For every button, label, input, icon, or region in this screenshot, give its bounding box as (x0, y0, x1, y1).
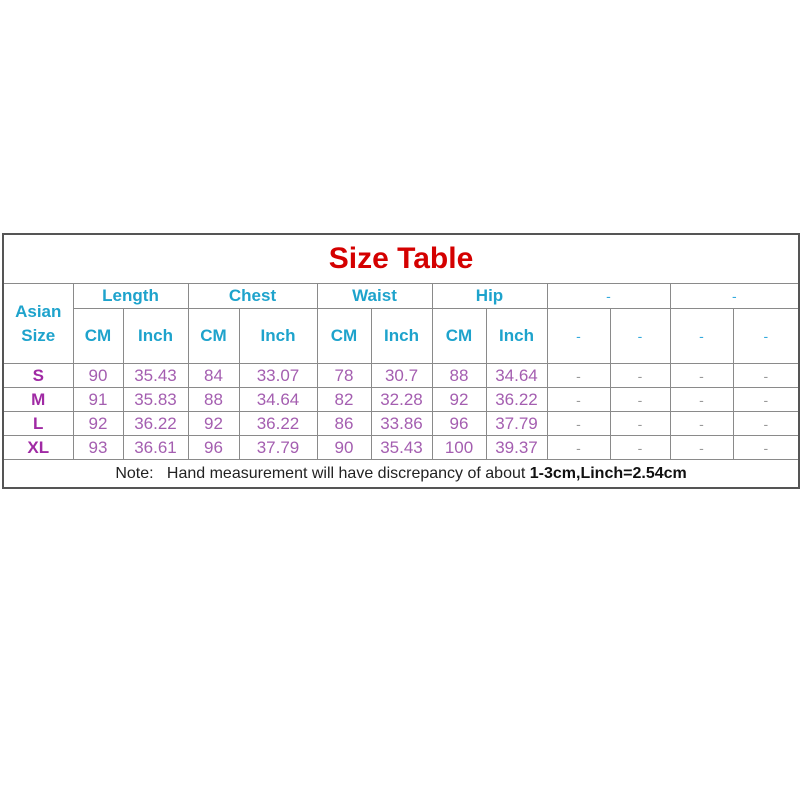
table-cell: 86 (316, 411, 372, 436)
table-row: M 91 35.83 88 34.64 82 32.28 92 36.22- - - - (2, 387, 800, 412)
subheader: - (546, 308, 611, 364)
table-cell: 92 (431, 387, 487, 412)
table-cell: - (609, 435, 671, 460)
table-cell: 36.22 (485, 387, 548, 412)
table-cell: 37.79 (485, 411, 548, 436)
subheader: CM (187, 308, 240, 364)
subheader: Inch (238, 308, 318, 364)
subheader: Inch (485, 308, 548, 364)
table-cell: 90 (72, 363, 124, 388)
size-label: L (2, 411, 74, 436)
subheader: CM (431, 308, 487, 364)
subheader: Inch (122, 308, 189, 364)
group-header: Length (72, 283, 189, 309)
group-header: Chest (187, 283, 318, 309)
table-cell: - (732, 435, 800, 460)
group-header: - (669, 283, 800, 309)
table-cell: 90 (316, 435, 372, 460)
table-cell: 35.43 (370, 435, 433, 460)
subheader: - (732, 308, 800, 364)
table-cell: 93 (72, 435, 124, 460)
table-cell: - (546, 435, 611, 460)
subheader: Inch (370, 308, 433, 364)
table-cell: - (609, 387, 671, 412)
table-cell: 37.79 (238, 435, 318, 460)
table-cell: 33.07 (238, 363, 318, 388)
subheader: - (609, 308, 671, 364)
table-cell: - (609, 363, 671, 388)
subheader: CM (72, 308, 124, 364)
subheader: CM (316, 308, 372, 364)
size-label: M (2, 387, 74, 412)
table-cell: - (669, 435, 734, 460)
table-row: XL 93 36.61 96 37.79 90 35.43 100 39.37- - - - (2, 435, 800, 460)
table-cell: - (546, 411, 611, 436)
table-cell: 32.28 (370, 387, 433, 412)
table-cell: 92 (187, 411, 240, 436)
table-cell: - (546, 387, 611, 412)
table-cell: 36.22 (238, 411, 318, 436)
size-table: Size Table Asian Size Length Chest Waist … (2, 233, 800, 489)
size-label: S (2, 363, 74, 388)
table-cell: 34.64 (238, 387, 318, 412)
table-cell: 36.22 (122, 411, 189, 436)
table-cell: - (732, 411, 800, 436)
asian-size-header: Asian Size (2, 283, 74, 364)
table-row: S 90 35.43 84 33.07 78 30.7 88 34.64- - - - (2, 363, 800, 388)
table-cell: 96 (187, 435, 240, 460)
table-title: Size Table (2, 233, 800, 284)
table-cell: - (609, 411, 671, 436)
table-cell: - (546, 363, 611, 388)
table-cell: 96 (431, 411, 487, 436)
table-cell: 100 (431, 435, 487, 460)
table-cell: - (732, 387, 800, 412)
size-label: XL (2, 435, 74, 460)
table-row: L 92 36.22 92 36.22 86 33.86 96 37.79- - - - (2, 411, 800, 436)
subheader: - (669, 308, 734, 364)
table-cell: 36.61 (122, 435, 189, 460)
group-header: Hip (431, 283, 548, 309)
table-cell: 88 (431, 363, 487, 388)
table-cell: 92 (72, 411, 124, 436)
table-cell: - (669, 363, 734, 388)
table-cell: 35.43 (122, 363, 189, 388)
group-header: - (546, 283, 671, 309)
table-cell: 34.64 (485, 363, 548, 388)
table-cell: - (669, 387, 734, 412)
note: Note: Hand measurement will have discrep… (2, 459, 800, 489)
table-cell: 91 (72, 387, 124, 412)
table-cell: 30.7 (370, 363, 433, 388)
table-cell: - (669, 411, 734, 436)
group-header: Waist (316, 283, 433, 309)
table-cell: 88 (187, 387, 240, 412)
table-cell: 82 (316, 387, 372, 412)
table-cell: 35.83 (122, 387, 189, 412)
table-cell: 33.86 (370, 411, 433, 436)
table-cell: 78 (316, 363, 372, 388)
table-cell: 84 (187, 363, 240, 388)
table-cell: 39.37 (485, 435, 548, 460)
table-cell: - (732, 363, 800, 388)
